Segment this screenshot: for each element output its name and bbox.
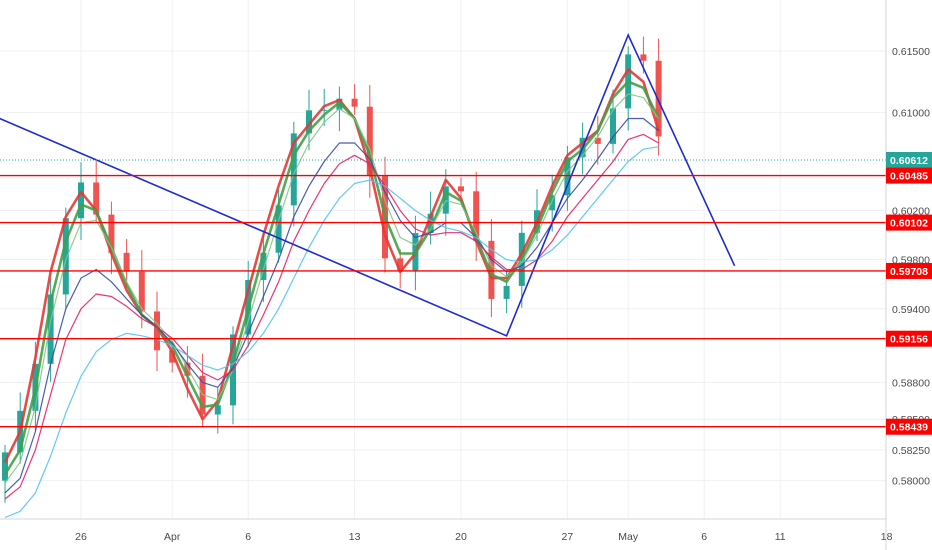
y-tick-label: 0.58800 — [892, 377, 930, 389]
x-tick-label: 13 — [349, 531, 361, 543]
y-tick-label: 0.60200 — [892, 206, 930, 218]
candle-body — [93, 182, 100, 215]
candle-body — [473, 191, 480, 241]
candle-body — [275, 205, 282, 253]
moving-average-line — [4, 117, 659, 494]
y-tick-label: 0.58000 — [892, 476, 930, 488]
x-tick-label: Apr — [164, 531, 181, 543]
candle-body — [290, 133, 297, 206]
x-tick-label: May — [618, 531, 639, 543]
moving-averages — [3, 68, 660, 519]
level-label-bg — [886, 418, 932, 435]
x-tick-label: 11 — [775, 531, 786, 543]
time-axis-background — [0, 519, 932, 550]
candle-body — [549, 195, 556, 211]
candle-body — [306, 110, 312, 134]
candle-body — [610, 108, 616, 144]
y-tick-label: 0.58250 — [892, 445, 930, 457]
moving-average-line — [3, 68, 660, 463]
candle-body — [169, 350, 176, 363]
horizontal-levels — [0, 159, 886, 428]
candle-body — [427, 213, 434, 234]
candle-body — [2, 452, 8, 481]
x-tick-label: 27 — [562, 531, 574, 543]
candle-body — [397, 258, 404, 271]
y-tick-label: 0.61500 — [892, 46, 930, 58]
zigzag-line — [0, 32, 736, 337]
candle-body — [214, 405, 221, 415]
candle-body — [488, 240, 495, 299]
candle-body — [78, 182, 84, 219]
candle-body — [108, 214, 115, 253]
candle-body — [366, 106, 373, 177]
candle-body — [321, 109, 328, 111]
candle-body — [62, 218, 69, 295]
candle-body — [503, 285, 510, 299]
y-tick-label: 0.61000 — [892, 107, 930, 119]
level-label-bg — [886, 330, 932, 347]
candle-body — [184, 362, 191, 376]
zigzag-pattern — [0, 32, 736, 337]
candle-body — [655, 60, 662, 137]
candle-body — [442, 186, 449, 214]
x-tick-label: 20 — [455, 531, 467, 543]
x-tick-label: 6 — [245, 531, 251, 543]
level-label: 0.60485 — [890, 171, 928, 183]
candle-body — [564, 157, 571, 196]
current-price-label: 0.60612 — [890, 155, 928, 167]
y-tick-label: 0.59400 — [892, 304, 930, 316]
candle-body — [123, 252, 130, 272]
candle-body — [640, 54, 647, 61]
candle-body — [138, 271, 145, 312]
level-label-bg — [886, 167, 932, 184]
level-label: 0.58439 — [890, 422, 928, 434]
moving-average-line — [4, 93, 660, 484]
candle-body — [260, 252, 267, 280]
candle-body — [458, 186, 464, 192]
level-label: 0.59708 — [890, 266, 928, 278]
x-tick-label: 6 — [701, 531, 707, 543]
moving-average-line — [4, 133, 659, 500]
x-tick-label: 18 — [881, 531, 893, 543]
level-label: 0.60102 — [890, 218, 928, 230]
level-label-bg — [886, 262, 932, 279]
current-price-label-bg — [886, 151, 932, 168]
candle-body — [594, 137, 601, 144]
level-label: 0.59156 — [890, 334, 928, 346]
candle-body — [351, 98, 358, 107]
x-tick-label: 26 — [75, 531, 87, 543]
candle-body — [154, 311, 160, 351]
level-label-bg — [886, 214, 932, 231]
candle-body — [47, 294, 54, 364]
